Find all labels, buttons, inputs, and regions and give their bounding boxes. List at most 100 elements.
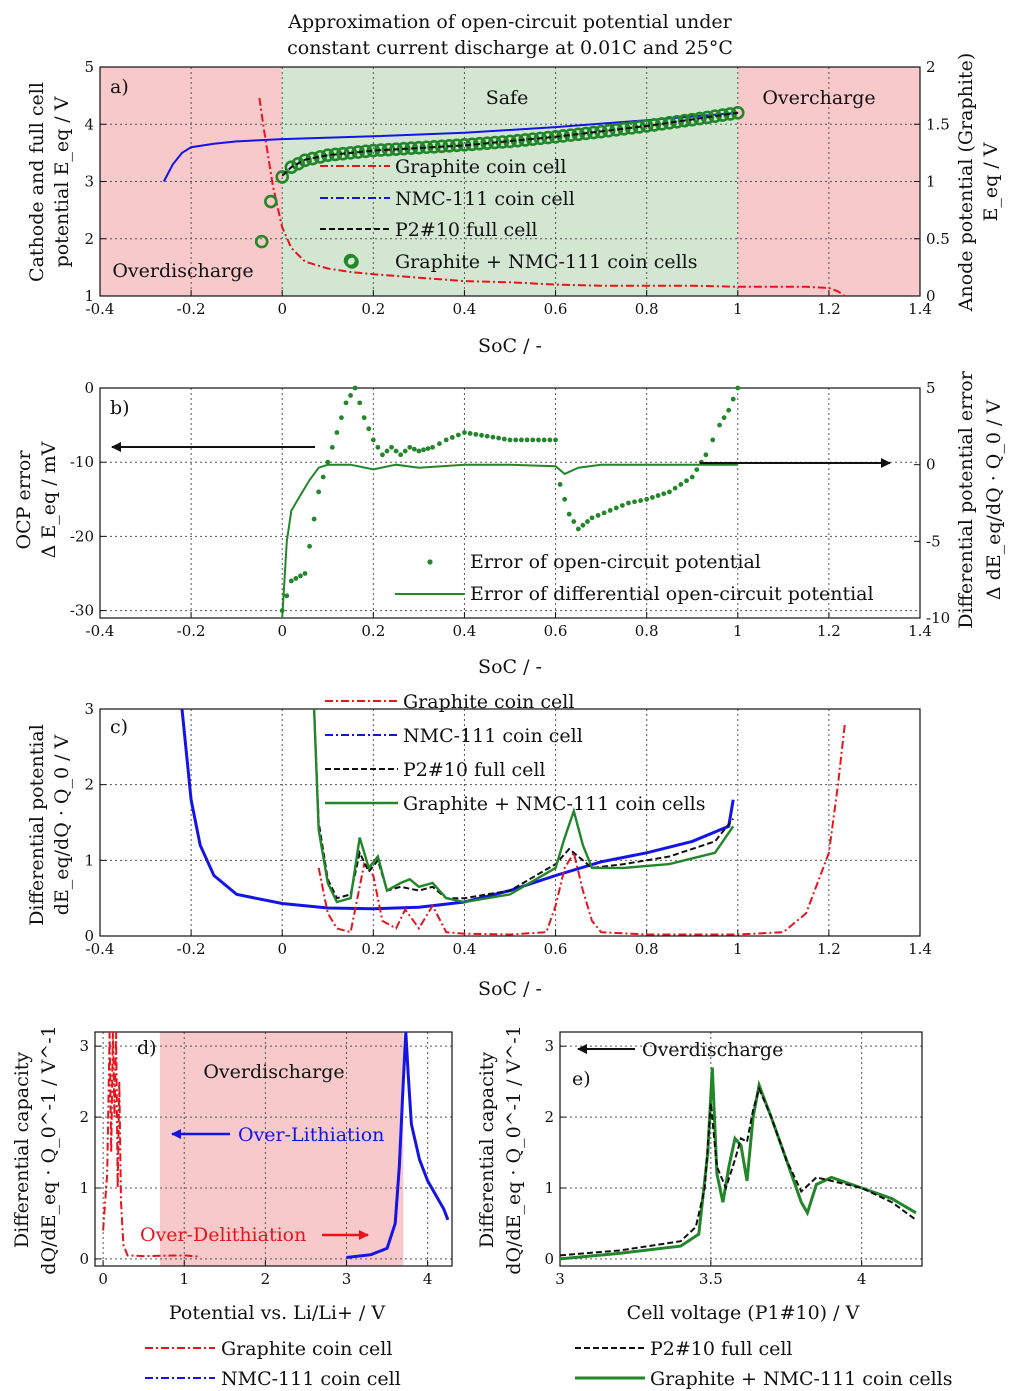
panel-b-ocp-error-point <box>678 482 684 487</box>
panel-b-ocp-error-point <box>710 437 716 443</box>
panel-b: -0.4 -0.2 0 0.2 0.4 0.6 0.8 1 1.2 1.4 -30 -20 -10 0 -1… <box>70 379 950 640</box>
panel-b-ocp-error-point <box>571 519 577 524</box>
panel-a-overcharge-label: Overcharge <box>762 87 875 109</box>
panel-b-ocp-error-point <box>644 496 650 502</box>
panel-b-ocp-error-point <box>513 437 519 443</box>
panel-b-ocp-error-point <box>348 393 353 398</box>
panel-b-ocp-error-point <box>479 432 484 438</box>
panel-b-ocp-error-point <box>580 522 586 528</box>
panel-b-ocp-error-point <box>389 444 394 450</box>
panel-d-region-overdischarge <box>159 1032 404 1266</box>
panel-b-ocp-error-point <box>366 426 372 432</box>
panel-b-ocp-error-point <box>703 452 709 458</box>
panel-e-legend-full: P2#10 full cell <box>650 1338 793 1360</box>
panel-b-ocp-error-point <box>343 400 349 406</box>
panel-b-ocp-error-point <box>595 512 601 518</box>
panel-c-ytick-label: 1 <box>84 851 94 869</box>
panel-b-ocp-error-point <box>689 474 695 480</box>
panel-b-ocp-error-point <box>507 437 513 443</box>
panel-a-ylabel-1: Cathode and full cell <box>26 82 48 282</box>
panel-b-ocp-error-point <box>361 415 367 421</box>
panel-b-ocp-error-point <box>302 571 308 576</box>
panel-b-ocp-error-point <box>380 452 385 458</box>
panel-a-xtick-label: 0.4 <box>453 300 477 318</box>
panel-d-ytick-label: 3 <box>79 1037 89 1055</box>
panel-b-ocp-error-point <box>320 474 326 480</box>
panel-b-ocp-error-point <box>694 467 700 473</box>
panel-b-ocp-error-point <box>293 576 299 581</box>
panel-b-ocp-error-point <box>284 593 290 599</box>
panel-b-ocp-error-point <box>484 433 490 439</box>
panel-b-ocp-error-point <box>553 437 558 443</box>
panel-d-over-delithiation-label: Over-Delithiation <box>140 1224 306 1246</box>
panel-c-ytick-label: 3 <box>84 700 94 718</box>
panel-a-y2tick-label: 0.5 <box>926 230 950 248</box>
panel-b-ocp-error-point <box>638 498 643 503</box>
panel-b-ylabel-1: OCP error <box>13 450 35 550</box>
panel-c-xtick-label: 1.4 <box>908 940 932 958</box>
panel-a-combined-marker <box>264 194 278 209</box>
panel-b-ocp-error-point <box>655 493 661 498</box>
panel-d-legend-nmc: NMC-111 coin cell <box>221 1368 401 1390</box>
panel-b-ocp-error-point <box>557 482 563 487</box>
panel-a-series-graphite <box>258 97 846 297</box>
panel-b-ocp-error-point <box>334 430 340 435</box>
panel-a-combined-marker <box>291 156 305 171</box>
panel-c-xtick-label: 1.2 <box>817 940 841 958</box>
panel-b-ocp-error-point <box>575 526 581 532</box>
panel-d-tag: d) <box>137 1037 157 1059</box>
panel-b-ocp-error-point <box>329 444 335 450</box>
panel-b-xtick-label: 0.4 <box>453 622 477 640</box>
panel-b-ocp-error-point <box>411 446 417 452</box>
panel-a-legend-graphite: Graphite coin cell <box>395 156 566 178</box>
panel-a-xtick-label: 0.8 <box>635 300 659 318</box>
panel-d-series-nmc <box>346 1031 450 1259</box>
panel-a-series-nmc <box>162 111 738 182</box>
figure-title-line-1: Approximation of open-circuit potential … <box>287 11 732 33</box>
panel-e-frame <box>559 1031 923 1267</box>
panel-b-ocp-error-point <box>501 436 507 442</box>
panel-e-ytick-label: 2 <box>544 1108 554 1126</box>
panel-b-ocp-error-point <box>649 495 655 500</box>
panel-c-series-graphite <box>317 723 846 936</box>
panel-a-combined-marker <box>685 112 700 127</box>
panel-b-ocp-error-point <box>443 437 449 443</box>
panel-b-ocp-error-point <box>430 444 435 450</box>
panel-b-ocp-error-point <box>375 444 381 450</box>
panel-b-ocp-error-point <box>684 478 689 484</box>
panel-b-xtick-label: 0.8 <box>635 622 659 640</box>
panel-b-ytick-label: -20 <box>70 527 94 545</box>
panel-c-series-combined <box>312 708 735 904</box>
panel-b-ocp-error-point <box>352 385 358 391</box>
panel-b-y2tick-label: -10 <box>926 609 950 627</box>
panel-b-ocp-error-point <box>726 407 732 413</box>
panel-b-ocp-error-point <box>613 505 619 511</box>
panel-a-combined-marker <box>488 135 502 150</box>
panel-a-overdischarge-label: Overdischarge <box>112 260 253 282</box>
panel-b-ocp-error-point <box>632 499 637 505</box>
panel-b-ytick-label: 0 <box>84 379 94 397</box>
panel-e-ytick-label: 1 <box>544 1179 554 1197</box>
panel-a-ytick-label: 3 <box>84 173 94 191</box>
panel-b-tag: b) <box>110 397 130 419</box>
panel-d-xtick-label: 4 <box>423 1270 433 1288</box>
panel-d-over-lithiation-label: Over-Lithiation <box>238 1124 384 1146</box>
panel-a: -0.4 -0.2 0 0.2 0.4 0.6 0.8 1 1.2 1.4 1 2 3 4 5 0 0.5 1 1.… <box>84 58 949 318</box>
panel-a-combined-marker <box>730 106 745 120</box>
panel-b-ocp-error-point <box>325 459 331 465</box>
panel-b-ocp-error-point <box>316 489 322 495</box>
panel-a-xtick-label: 0 <box>277 300 287 318</box>
panel-a-y2tick-label: 1.5 <box>926 115 950 133</box>
panel-a-y2tick-label: 0 <box>926 287 936 305</box>
panel-c-xtick-label: -0.2 <box>177 940 206 958</box>
panel-d-series-graphite <box>102 1031 201 1258</box>
panel-d-ylabel-2: dQ/dE_eq · Q_0^-1 / V^-1 <box>38 1025 60 1274</box>
panel-b-ocp-error-point <box>661 491 667 497</box>
panel-b-ocp-error-point <box>393 448 399 454</box>
panel-c-tag: c) <box>110 716 128 738</box>
panel-c-ylabel-1: Differential potential <box>26 724 48 926</box>
panel-b-ocp-error-point <box>288 578 294 584</box>
panel-b-y2tick-label: 5 <box>926 379 936 397</box>
panel-a-ytick-label: 2 <box>84 230 94 248</box>
panel-e-tag: e) <box>572 1068 591 1090</box>
